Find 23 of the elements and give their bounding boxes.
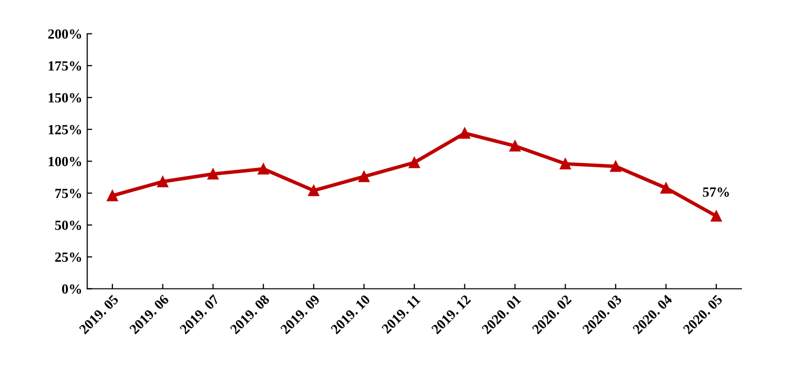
point — [660, 182, 672, 194]
y-tick-label: 25% — [55, 252, 82, 262]
point — [207, 168, 219, 180]
y-tick-label: 150% — [48, 93, 82, 102]
y-tick-label: 200% — [48, 29, 82, 39]
point — [710, 210, 722, 222]
point — [258, 163, 269, 174]
point — [106, 190, 118, 202]
point — [610, 160, 622, 172]
y-tick-label: 125% — [48, 124, 82, 134]
y-tick-label: 100% — [48, 156, 82, 166]
point — [308, 185, 320, 196]
y-tick-label: 50% — [55, 220, 82, 230]
point — [408, 156, 420, 168]
point — [157, 176, 168, 188]
point — [560, 158, 571, 170]
point — [509, 140, 521, 152]
y-tick-label: 0% — [62, 284, 82, 294]
annotation: 57% — [702, 187, 729, 197]
point — [459, 128, 470, 139]
y-tick-label: 175% — [48, 61, 82, 71]
point — [358, 170, 370, 182]
y-tick-label: 75% — [55, 188, 82, 198]
